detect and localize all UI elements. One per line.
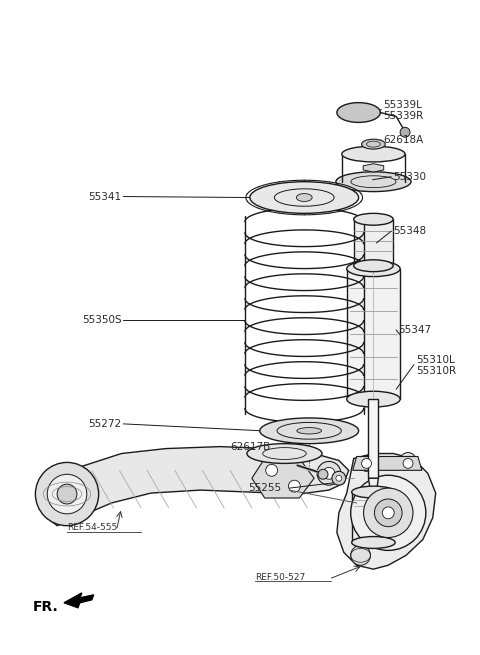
Circle shape (400, 453, 416, 468)
Circle shape (361, 458, 372, 468)
Text: 55272: 55272 (88, 419, 121, 429)
Ellipse shape (250, 181, 359, 214)
Ellipse shape (352, 486, 395, 498)
Text: 55341: 55341 (88, 191, 121, 202)
Circle shape (332, 472, 346, 485)
Circle shape (288, 480, 300, 492)
Circle shape (400, 127, 410, 138)
Circle shape (57, 484, 77, 504)
Ellipse shape (260, 418, 359, 443)
Circle shape (318, 470, 328, 479)
Ellipse shape (297, 428, 322, 434)
Text: 55310R: 55310R (416, 367, 456, 377)
Circle shape (317, 461, 341, 485)
Circle shape (47, 474, 87, 514)
Polygon shape (337, 453, 436, 569)
Text: 55330: 55330 (393, 172, 426, 182)
Bar (347, 269, 400, 399)
Text: 55348: 55348 (393, 226, 426, 236)
Ellipse shape (352, 536, 395, 548)
Polygon shape (369, 478, 378, 492)
Ellipse shape (354, 214, 393, 225)
Ellipse shape (354, 260, 393, 272)
Polygon shape (363, 164, 384, 172)
Bar (369, 399, 378, 478)
Ellipse shape (337, 103, 380, 122)
Bar (354, 219, 393, 266)
Text: 55347: 55347 (398, 325, 431, 335)
Ellipse shape (342, 146, 405, 162)
Circle shape (323, 468, 335, 479)
Text: REF.50-527: REF.50-527 (255, 572, 305, 582)
Ellipse shape (347, 261, 400, 276)
Ellipse shape (347, 391, 400, 407)
Ellipse shape (361, 140, 385, 149)
Ellipse shape (336, 172, 411, 192)
Circle shape (36, 462, 99, 526)
Text: 62618A: 62618A (384, 135, 423, 145)
Bar (352, 492, 395, 542)
Circle shape (363, 488, 413, 538)
Text: REF.54-555: REF.54-555 (67, 523, 117, 532)
Circle shape (374, 499, 402, 527)
Polygon shape (47, 447, 349, 526)
Circle shape (383, 507, 394, 519)
Circle shape (359, 455, 374, 472)
Text: 55339R: 55339R (384, 111, 423, 121)
Text: 55339L: 55339L (384, 100, 422, 109)
Circle shape (266, 464, 277, 476)
Ellipse shape (247, 443, 322, 463)
Text: 55310L: 55310L (416, 354, 455, 365)
Circle shape (336, 476, 342, 481)
Text: 55350S: 55350S (82, 315, 121, 325)
Circle shape (351, 476, 426, 550)
Circle shape (403, 458, 413, 468)
Text: FR.: FR. (33, 600, 58, 614)
Circle shape (351, 546, 371, 565)
Polygon shape (353, 457, 422, 470)
Polygon shape (64, 593, 94, 608)
Ellipse shape (296, 194, 312, 202)
Polygon shape (252, 458, 314, 498)
Text: 55255: 55255 (248, 483, 281, 493)
Text: 62617B: 62617B (230, 441, 270, 451)
